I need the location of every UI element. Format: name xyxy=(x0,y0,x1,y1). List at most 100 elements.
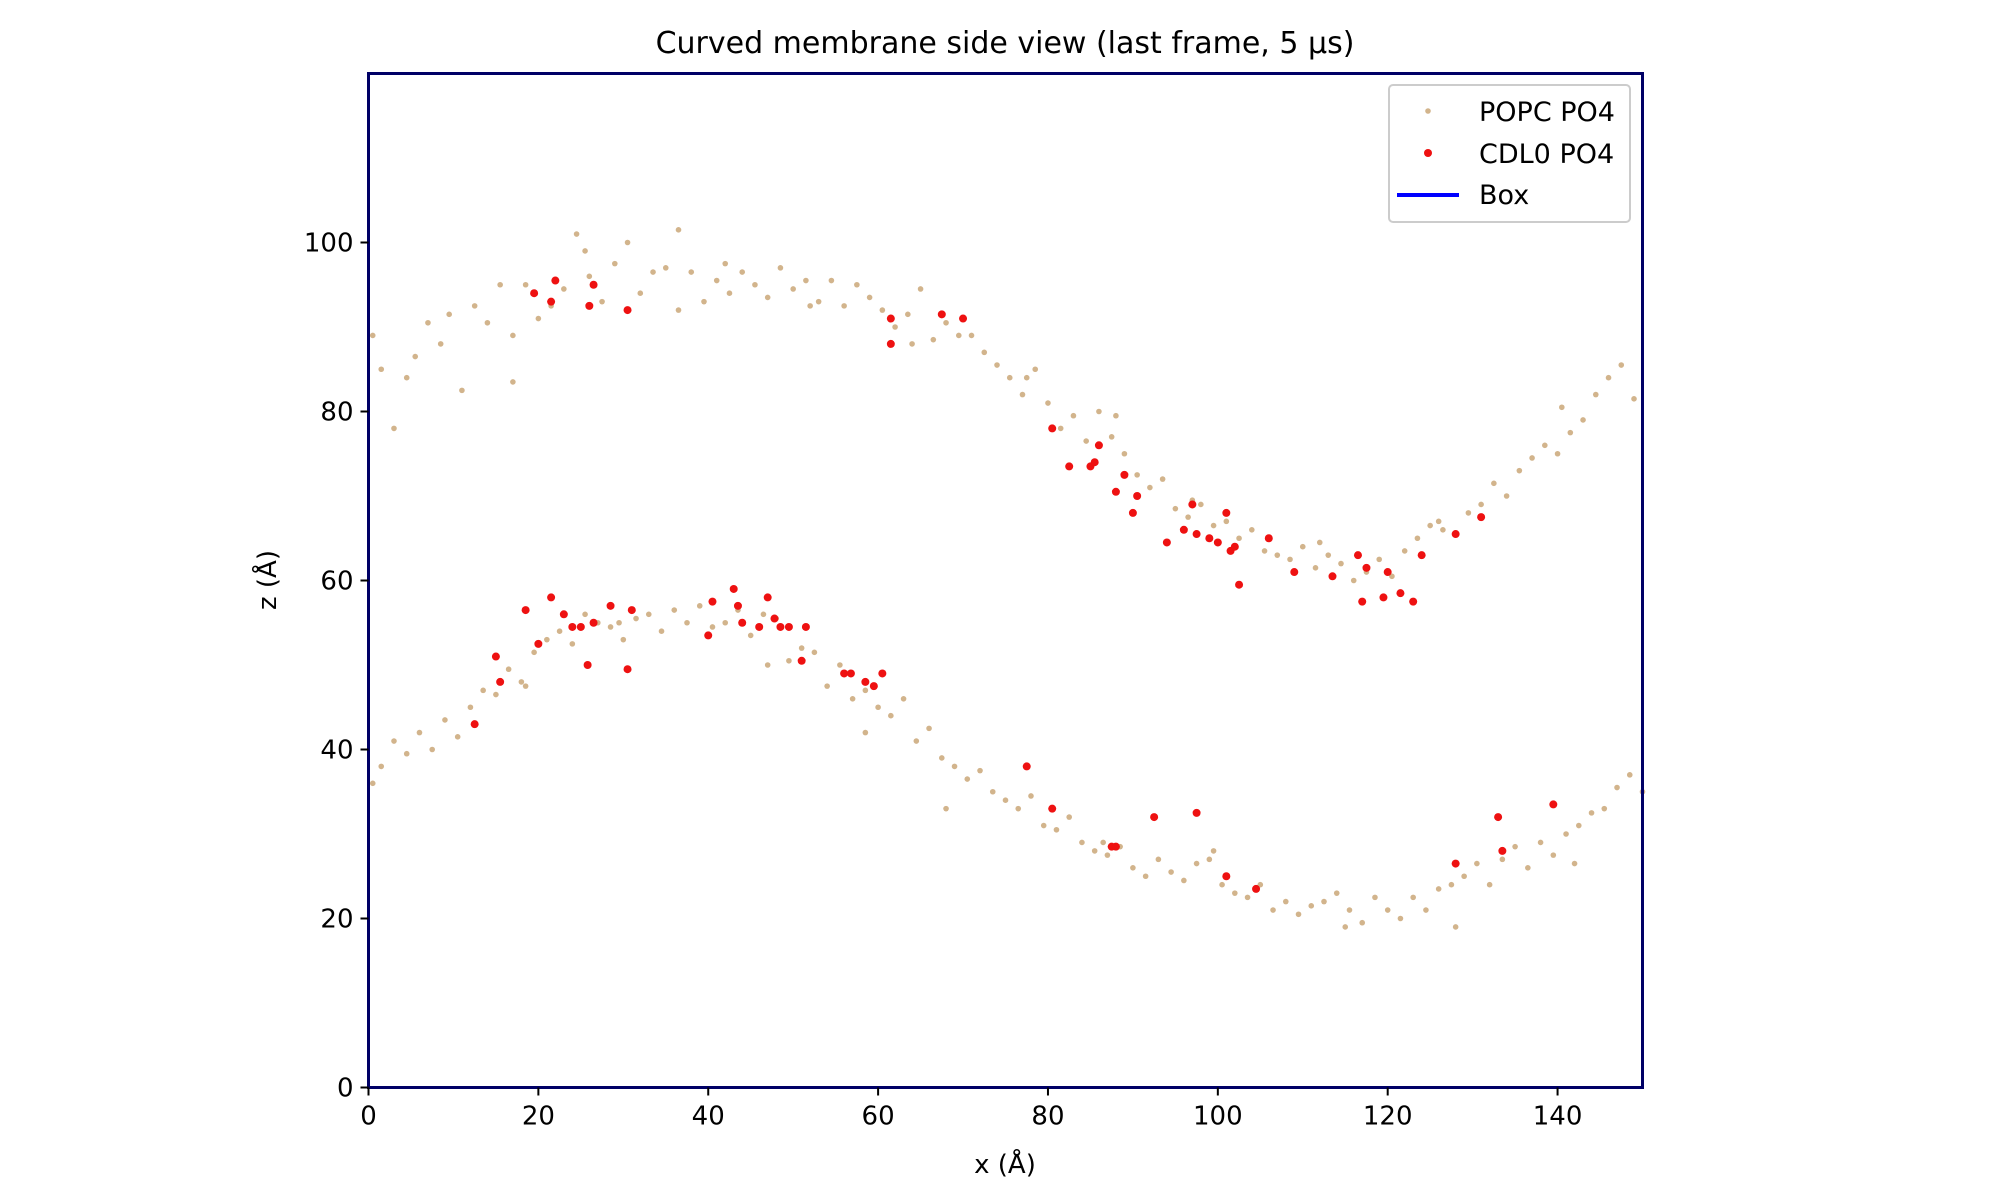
popc-point xyxy=(1576,822,1582,829)
popc-point xyxy=(1435,886,1442,892)
popc-point xyxy=(675,227,682,233)
popc-point xyxy=(968,332,975,339)
popc-point xyxy=(722,619,729,626)
popc-point xyxy=(939,755,945,761)
popc-point xyxy=(828,277,835,284)
cdl0-point xyxy=(1120,470,1129,479)
popc-point xyxy=(675,307,682,313)
popc-point xyxy=(1066,814,1072,820)
popc-point xyxy=(709,624,716,630)
cdl0-point xyxy=(585,301,594,310)
popc-point xyxy=(586,273,593,280)
popc-point xyxy=(616,619,622,626)
cdl0-point xyxy=(1252,884,1261,893)
popc-point xyxy=(535,315,542,322)
popc-point xyxy=(1563,831,1569,837)
popc-point xyxy=(1618,362,1625,368)
popc-point xyxy=(1210,848,1217,854)
cdl0-point xyxy=(784,622,793,631)
popc-point xyxy=(892,324,898,330)
popc-point xyxy=(403,374,410,381)
cdl0-point xyxy=(496,677,505,686)
cdl0-point xyxy=(708,597,717,606)
popc-point xyxy=(803,277,809,284)
popc-point xyxy=(493,691,499,698)
popc-point xyxy=(1104,852,1111,858)
cdl0-point xyxy=(1162,538,1171,547)
cdl0-point xyxy=(704,631,713,640)
x-tick-label: 140 xyxy=(1533,1102,1583,1132)
cdl0-point xyxy=(797,656,806,665)
cdl0-point xyxy=(1090,458,1099,467)
popc-point xyxy=(1130,865,1136,871)
cdl0-point xyxy=(583,661,592,669)
cdl0-point xyxy=(551,276,560,285)
cdl0-point xyxy=(846,669,855,678)
popc-point xyxy=(369,780,376,787)
popc-point xyxy=(467,704,474,711)
cdl0-point xyxy=(623,306,632,315)
y-tick-label: 80 xyxy=(320,398,353,428)
popc-point xyxy=(1427,522,1433,529)
popc-point xyxy=(1168,869,1174,875)
popc-point xyxy=(471,303,478,309)
popc-point xyxy=(1478,501,1484,508)
popc-point xyxy=(403,750,410,757)
popc-point xyxy=(862,687,869,694)
legend-popc-label: POPC PO4 xyxy=(1479,97,1615,128)
cdl0-point xyxy=(1192,530,1201,539)
cdl0-point xyxy=(1417,551,1426,560)
popc-point xyxy=(446,311,452,318)
popc-point xyxy=(522,683,529,689)
x-tick-label: 100 xyxy=(1193,1102,1243,1132)
popc-point xyxy=(1045,400,1051,406)
popc-point xyxy=(1567,429,1574,436)
popc-point xyxy=(764,662,771,668)
popc-point xyxy=(1465,510,1472,516)
popc-point xyxy=(1614,784,1620,791)
cdl0-point xyxy=(547,297,556,306)
cdl0-points-group xyxy=(470,276,1558,893)
popc-point xyxy=(1257,881,1264,888)
popc-point xyxy=(701,298,707,305)
popc-point xyxy=(1359,919,1366,926)
popc-point xyxy=(1342,924,1349,930)
cdl0-point xyxy=(1133,492,1142,500)
popc-point xyxy=(437,341,444,347)
popc-point xyxy=(1474,860,1480,867)
popc-point xyxy=(1057,425,1064,432)
popc-point xyxy=(1435,518,1442,525)
popc-point xyxy=(612,260,618,267)
popc-point xyxy=(1389,573,1395,580)
popc-point xyxy=(1096,408,1102,415)
popc-point xyxy=(777,265,784,271)
cdl0-point xyxy=(1409,597,1418,606)
popc-point xyxy=(1249,527,1255,533)
x-axis-label: x (Å) xyxy=(974,1148,1036,1180)
popc-point xyxy=(798,645,805,651)
cdl0-point xyxy=(861,677,870,686)
popc-point xyxy=(637,290,644,297)
popc-point xyxy=(1134,472,1140,478)
popc-point xyxy=(1079,839,1085,846)
popc-point xyxy=(888,712,894,719)
popc-point xyxy=(1376,556,1383,563)
popc-point xyxy=(1019,391,1026,398)
popc-point xyxy=(1210,522,1217,529)
popc-point xyxy=(1198,501,1204,508)
popc-point xyxy=(696,603,703,609)
popc-point xyxy=(671,607,678,613)
popc-point xyxy=(1244,894,1251,901)
popc-point xyxy=(879,307,886,313)
cdl0-point xyxy=(738,618,747,627)
cdl0-point xyxy=(547,593,556,602)
popc-point xyxy=(815,298,822,305)
popc-point xyxy=(1631,396,1637,402)
cdl0-point xyxy=(1379,593,1388,602)
popc-point xyxy=(1185,514,1191,520)
popc-point xyxy=(1236,535,1242,542)
cdl0-point xyxy=(878,669,887,678)
popc-point xyxy=(1232,890,1238,896)
popc-point xyxy=(722,260,729,267)
